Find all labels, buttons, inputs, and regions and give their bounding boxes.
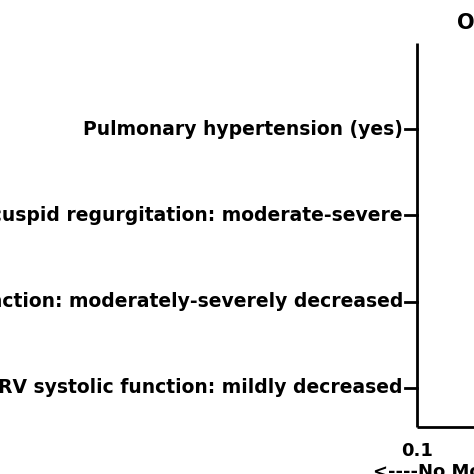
Text: 0.1: 0.1 (401, 442, 433, 460)
Text: Od: Od (457, 13, 474, 33)
Text: Pulmonary hypertension (yes): Pulmonary hypertension (yes) (83, 120, 403, 139)
Text: <----No Mor: <----No Mor (373, 463, 474, 474)
Text: RV function: moderately-severely decreased: RV function: moderately-severely decreas… (0, 292, 403, 311)
Text: Tricuspid regurgitation: moderate-severe: Tricuspid regurgitation: moderate-severe (0, 206, 403, 225)
Text: RV systolic function: mildly decreased: RV systolic function: mildly decreased (0, 378, 403, 397)
